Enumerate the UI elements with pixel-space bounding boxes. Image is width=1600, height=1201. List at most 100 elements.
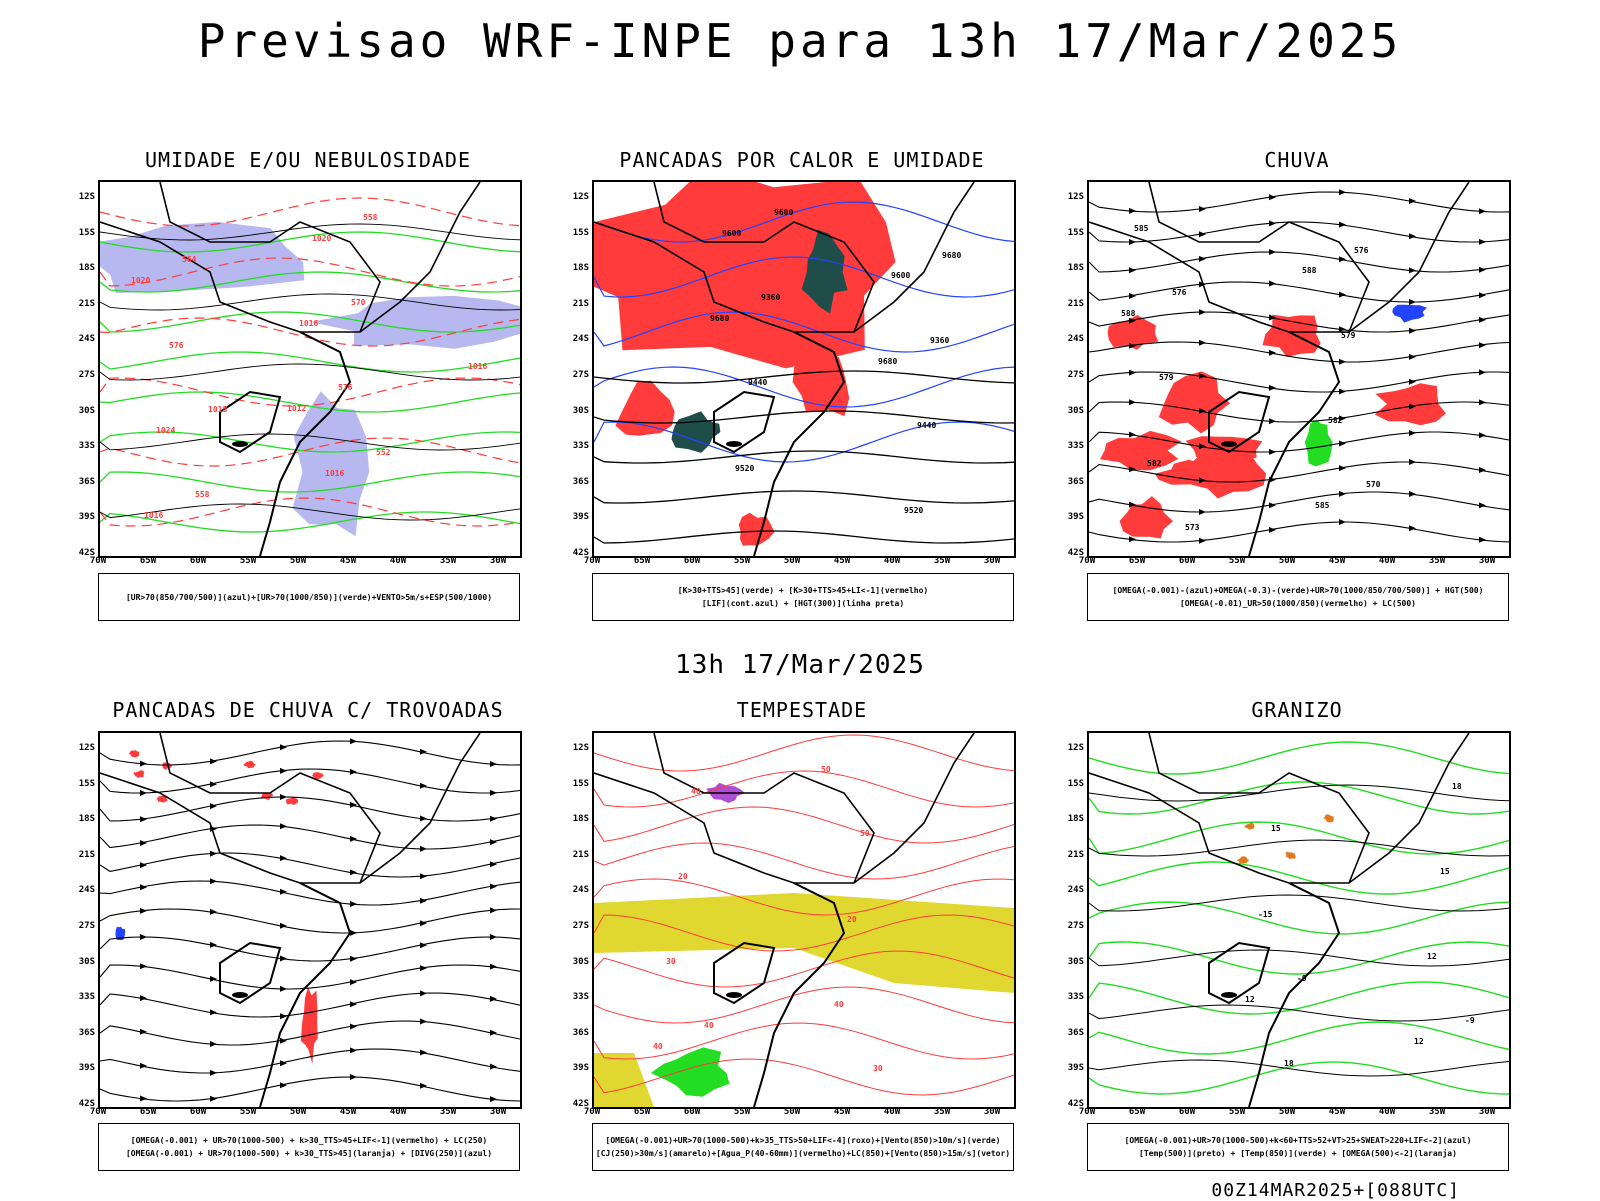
hgt500-streamline-arrow xyxy=(1129,536,1136,543)
omega-mark xyxy=(1236,856,1250,864)
lat-tick-label: 12S xyxy=(78,192,95,202)
lon-tick-label: 35W xyxy=(1428,556,1446,566)
lon-tick-label: 70W xyxy=(1078,1107,1096,1117)
lc250-streamline-arrow xyxy=(350,955,357,962)
hgt300-contour xyxy=(594,370,1014,384)
contour-label: 9440 xyxy=(917,421,936,430)
contour-label: 20 xyxy=(847,915,857,924)
contour-label: -15 xyxy=(1258,910,1273,919)
lc850-contour xyxy=(594,878,1014,916)
lif-contour xyxy=(594,201,1014,243)
hgt500-streamline-arrow xyxy=(1339,256,1346,263)
lat-tick-label: 39S xyxy=(572,1063,589,1074)
map-panel-3: 588 588 585 585 582 582 579 579 576 576 573 570 xyxy=(1087,180,1511,558)
lc250-streamline-arrow xyxy=(420,920,427,927)
panel-legend: [OMEGA(-0.001) + UR>70(1000-500) + k>30_… xyxy=(98,1123,520,1171)
lc250-streamline-arrow xyxy=(280,794,287,801)
lc250-streamline-arrow xyxy=(280,1037,287,1044)
omega-mark xyxy=(1323,814,1334,823)
lon-tick-label: 55W xyxy=(1228,556,1246,566)
jet-stream-area xyxy=(594,893,1014,993)
lc250-streamline-arrow xyxy=(210,1069,217,1076)
lat-tick-label: 27S xyxy=(572,921,589,931)
contour-label: 552 xyxy=(376,448,391,457)
pressure-contour xyxy=(100,503,520,521)
hgt500-streamline-arrow xyxy=(1479,342,1486,349)
hgt300-contour xyxy=(594,450,1014,464)
lat-tick-label: 24S xyxy=(78,885,95,896)
lon-tick-label: 60W xyxy=(1178,1107,1196,1117)
uruguay-border xyxy=(713,390,776,454)
lc250-streamline-arrow xyxy=(420,845,427,852)
country-border xyxy=(594,182,975,333)
storm-cell xyxy=(128,750,140,758)
lat-tick-label: 30S xyxy=(78,956,95,967)
run-info-footer: 00Z14MAR2025+[088UTC] xyxy=(1211,1180,1460,1201)
lagoon xyxy=(232,992,248,998)
lon-tick-label: 30W xyxy=(489,556,507,566)
lc850-contour xyxy=(594,1022,1014,1060)
lat-tick-label: 15S xyxy=(78,778,95,789)
lat-tick-label: 39S xyxy=(1067,1063,1084,1074)
lat-tick-label: 24S xyxy=(572,334,589,345)
hgt500-streamline-arrow xyxy=(1199,443,1206,450)
lon-tick-label: 65W xyxy=(633,556,651,566)
contour-label: 573 xyxy=(1185,523,1200,532)
lat-tick-label: 39S xyxy=(78,1063,95,1074)
lc250-streamline-arrow xyxy=(420,942,427,949)
lat-tick-label: 36S xyxy=(1067,476,1084,487)
map-panel-2: 9680 9680 9600 9600 9520 9520 9440 9440 9360 9360… xyxy=(592,180,1016,558)
instability-area-green xyxy=(801,229,848,314)
lc250-streamline-arrow xyxy=(210,908,217,915)
hgt500-streamline-arrow xyxy=(1199,206,1206,213)
hgt500-streamline-arrow xyxy=(1479,502,1486,509)
map-panel-5: 50 40 40 30 20 20 50 40 30 40 xyxy=(592,731,1016,1109)
contour-label: 20 xyxy=(678,872,688,881)
temp850-contour xyxy=(1089,1061,1509,1095)
storm-cell xyxy=(286,797,298,805)
temp500-contour xyxy=(1089,1004,1509,1022)
hgt300-contour xyxy=(594,410,1014,424)
lon-tick-label: 45W xyxy=(339,1107,357,1117)
lon-tick-label: 40W xyxy=(883,556,901,566)
lc250-streamline-arrow xyxy=(490,934,497,941)
panel-legend: [OMEGA(-0.001)+UR>70(1000-500)+k>35_TTS>… xyxy=(592,1123,1014,1171)
lat-tick-label: 24S xyxy=(78,334,95,345)
lat-tick-label: 33S xyxy=(1067,441,1084,452)
lat-tick-label: 12S xyxy=(78,743,95,753)
hgt500-streamline xyxy=(1089,221,1509,243)
hgt500-streamline-arrow xyxy=(1339,189,1346,196)
coastline xyxy=(753,331,846,556)
contour-label: 579 xyxy=(1341,331,1356,340)
contour-label: 1016 xyxy=(468,362,487,371)
contour-label: 1012 xyxy=(287,404,306,413)
hgt500-streamline-arrow xyxy=(1269,249,1276,256)
lc250-streamline-arrow xyxy=(280,823,287,830)
contour-label: 9600 xyxy=(722,229,741,238)
lc250-streamline-arrow xyxy=(140,1028,147,1035)
lc250-streamline-arrow xyxy=(280,744,287,751)
lat-tick-label: 36S xyxy=(1067,1027,1084,1038)
contour-label: 12 xyxy=(1414,1037,1424,1046)
contour-label: 1024 xyxy=(156,426,175,435)
panel-title: CHUVA xyxy=(1264,148,1330,172)
hgt500-streamline-arrow xyxy=(1129,369,1136,376)
lc250-streamline-arrow xyxy=(140,995,147,1002)
lc250-streamline xyxy=(100,1076,520,1102)
lat-tick-label: 21S xyxy=(1067,849,1084,860)
hgt500-streamline-arrow xyxy=(1409,233,1416,240)
lagoon xyxy=(726,992,742,998)
hgt500-streamline xyxy=(1089,431,1509,453)
lat-tick-label: 42S xyxy=(572,548,589,558)
lon-tick-label: 30W xyxy=(983,1107,1001,1117)
lc250-streamline xyxy=(100,740,520,766)
lon-tick-label: 40W xyxy=(1378,1107,1396,1117)
hgt500-streamline-arrow xyxy=(1479,369,1486,376)
uruguay-border xyxy=(1208,941,1271,1005)
lat-tick-label: 21S xyxy=(572,298,589,309)
lon-tick-label: 45W xyxy=(833,556,851,566)
lon-tick-label: 65W xyxy=(139,1107,157,1117)
lon-tick-label: 30W xyxy=(489,1107,507,1117)
lc250-streamline-arrow xyxy=(490,1096,497,1103)
legend-line: [OMEGA(-0.001) + UR>70(1000-500) + k>30_… xyxy=(130,1136,488,1145)
